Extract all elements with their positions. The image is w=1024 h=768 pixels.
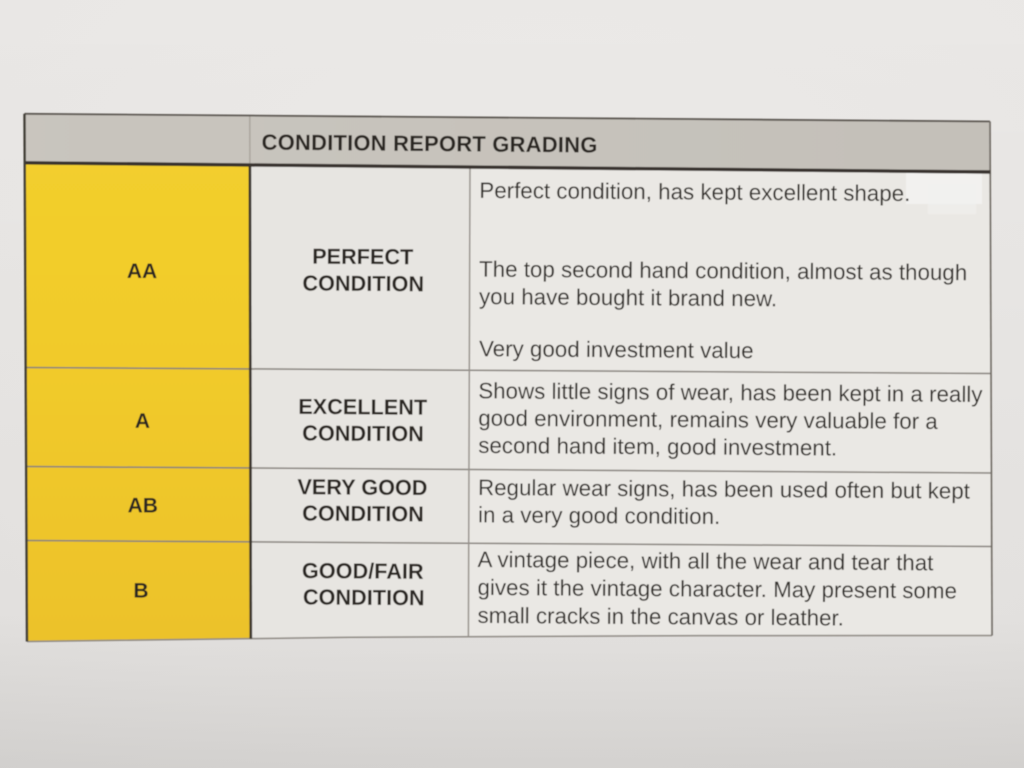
svg-text:CONDITION REPORT GRADING: CONDITION REPORT GRADING [261,130,597,158]
svg-text:AB: AB [128,494,159,517]
svg-text:in a very good condition.: in a very good condition. [478,502,720,529]
svg-text:PERFECT: PERFECT [312,244,414,270]
svg-text:small cracks in the canvas or: small cracks in the canvas or leather. [477,603,844,631]
svg-text:CONDITION: CONDITION [302,270,424,296]
svg-text:The top second hand condition,: The top second hand condition, almost as… [479,257,967,286]
svg-text:A vintage piece, with all the: A vintage piece, with all the wear and t… [477,547,934,575]
svg-text:B: B [133,580,148,603]
svg-text:second hand item, good investm: second hand item, good investment. [478,433,837,461]
svg-text:CONDITION: CONDITION [303,584,425,610]
svg-text:CONDITION: CONDITION [302,420,424,446]
svg-text:gives it the vintage character: gives it the vintage character. May pres… [477,575,957,604]
svg-text:EXCELLENT: EXCELLENT [298,394,428,420]
svg-text:A: A [135,410,150,433]
svg-text:GOOD/FAIR: GOOD/FAIR [302,558,424,584]
svg-text:Regular wear signs, has been u: Regular wear signs, has been used often … [478,475,971,504]
svg-text:Shows little signs of wear, ha: Shows little signs of wear, has been kep… [478,378,983,407]
svg-text:you have bought it brand new.: you have bought it brand new. [479,284,777,311]
svg-text:CONDITION: CONDITION [302,501,424,527]
svg-text:Very good investment value: Very good investment value [479,336,754,363]
svg-text:Perfect condition, has kept ex: Perfect condition, has kept excellent sh… [479,178,910,206]
svg-text:AA: AA [127,260,158,283]
svg-text:good environment, remains very: good environment, remains very valuable … [478,406,938,434]
svg-text:VERY GOOD: VERY GOOD [297,474,427,500]
